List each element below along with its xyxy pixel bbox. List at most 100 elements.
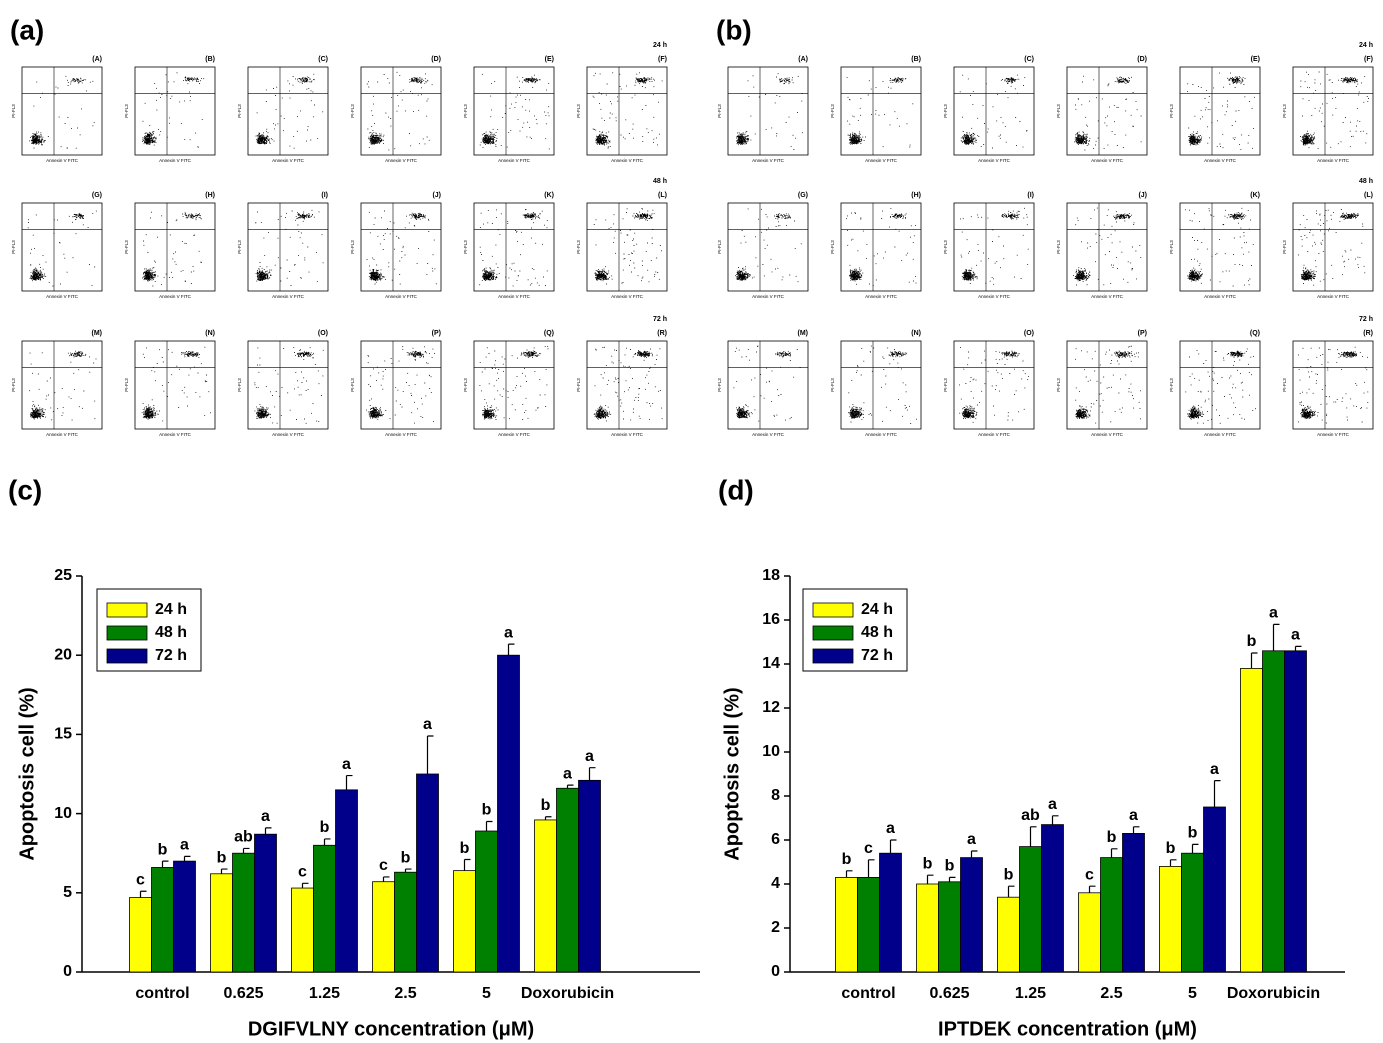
plot-label: (J): [432, 192, 441, 199]
dots: [254, 346, 324, 424]
x-axis-label: Annexin V FITC: [272, 294, 305, 299]
x-tick-label: 1.25: [1015, 985, 1046, 1002]
x-axis-label: Annexin V FITC: [1317, 432, 1350, 437]
x-axis-label: Annexin V FITC: [978, 432, 1011, 437]
significance-letter: a: [585, 748, 594, 765]
significance-letter: b: [217, 849, 227, 866]
plot-frame: [473, 340, 555, 430]
significance-letter: b: [541, 797, 551, 814]
x-axis-label: Annexin V FITC: [159, 432, 192, 437]
plot-label: (Q): [544, 330, 554, 337]
time-label: 72 h: [1359, 316, 1373, 323]
y-tick-label: 16: [762, 611, 780, 628]
dots: [27, 210, 97, 287]
x-axis-label: Annexin V FITC: [46, 294, 79, 299]
plot-frame: [840, 340, 922, 430]
plot-frame: [586, 202, 668, 292]
plot-label: (I): [321, 192, 328, 199]
significance-letter: b: [320, 819, 330, 836]
significance-letter: c: [298, 864, 307, 881]
significance-letter: a: [180, 837, 189, 854]
bar: [997, 896, 1020, 973]
y-tick-label: 2: [771, 919, 780, 936]
plot-label: (D): [1137, 56, 1147, 63]
dots: [1300, 71, 1369, 150]
y-axis-label: PI-FL3: [1056, 378, 1061, 392]
plot-label: (P): [432, 330, 441, 337]
x-axis-label: Annexin V FITC: [752, 294, 785, 299]
y-tick-label: 18: [762, 567, 780, 584]
error-bar: [1088, 885, 1096, 893]
plot-frame: [360, 340, 442, 430]
y-axis-label: PI-FL3: [124, 378, 129, 392]
significance-letter: a: [342, 756, 351, 773]
bar: [335, 789, 358, 973]
y-tick-label: 15: [54, 726, 72, 743]
dots: [1074, 75, 1142, 151]
x-axis-label: Annexin V FITC: [865, 432, 898, 437]
plot-frame: [1066, 202, 1148, 292]
plot-frame: [247, 66, 329, 156]
dots: [959, 346, 1029, 423]
y-tick-label: 25: [54, 567, 72, 584]
bar: [1284, 650, 1307, 973]
y-axis-label: PI-FL3: [943, 378, 948, 392]
x-axis-label: Annexin V FITC: [752, 432, 785, 437]
y-axis-label: PI-FL3: [1169, 240, 1174, 254]
x-tick-label: 5: [482, 985, 491, 1002]
plot-frame: [473, 202, 555, 292]
significance-letter: ab: [234, 829, 253, 846]
y-axis-label: PI-FL3: [350, 104, 355, 118]
plot-label: (K): [544, 192, 554, 199]
plot-frame: [21, 202, 103, 292]
plot-label: (K): [1250, 192, 1260, 199]
legend-label: 72 h: [861, 647, 893, 664]
dots: [960, 207, 1029, 285]
plot-frame: [1066, 66, 1148, 156]
y-tick-label: 14: [762, 655, 780, 672]
error-bar: [566, 784, 574, 789]
x-tick-label: 5: [1188, 985, 1197, 1002]
x-axis-label: Annexin V FITC: [46, 432, 79, 437]
bar: [416, 773, 439, 973]
significance-letter: c: [864, 840, 873, 857]
significance-letter: b: [482, 802, 492, 819]
error-bar: [1132, 826, 1140, 834]
x-tick-label: control: [135, 985, 189, 1002]
y-tick-label: 12: [762, 699, 780, 716]
error-bar: [926, 874, 934, 884]
time-label: 48 h: [1359, 178, 1373, 185]
plot-frame: [727, 340, 809, 430]
x-axis-label: Annexin V FITC: [159, 294, 192, 299]
plot-frame: [360, 202, 442, 292]
error-bar: [845, 870, 853, 878]
plot-label: (N): [911, 330, 921, 337]
plot-frame: [1292, 202, 1374, 292]
plot-label: (Q): [1250, 330, 1260, 337]
y-axis-label: PI-FL3: [1169, 104, 1174, 118]
error-bar: [1029, 826, 1037, 847]
dots: [959, 74, 1028, 149]
x-axis-label: Annexin V FITC: [611, 294, 644, 299]
error-bar: [1213, 780, 1221, 807]
bar: [497, 654, 520, 973]
significance-letter: b: [945, 858, 955, 875]
error-bar: [970, 850, 978, 858]
plot-label: (H): [911, 192, 921, 199]
significance-letter: c: [136, 871, 145, 888]
plot-frame: [953, 66, 1035, 156]
y-axis-label: PI-FL3: [350, 240, 355, 254]
plot-frame: [1179, 202, 1261, 292]
y-tick-label: 10: [54, 805, 72, 822]
plot-label: (I): [1027, 192, 1034, 199]
x-tick-label: 1.25: [309, 985, 340, 1002]
plot-frame: [953, 340, 1035, 430]
plot-frame: [1179, 340, 1261, 430]
time-label: 48 h: [653, 178, 667, 185]
dots: [479, 345, 549, 421]
bar: [1078, 892, 1101, 973]
plot-frame: [473, 66, 555, 156]
bar: [1159, 866, 1182, 973]
significance-letter: b: [1247, 633, 1257, 650]
bar: [534, 819, 557, 973]
